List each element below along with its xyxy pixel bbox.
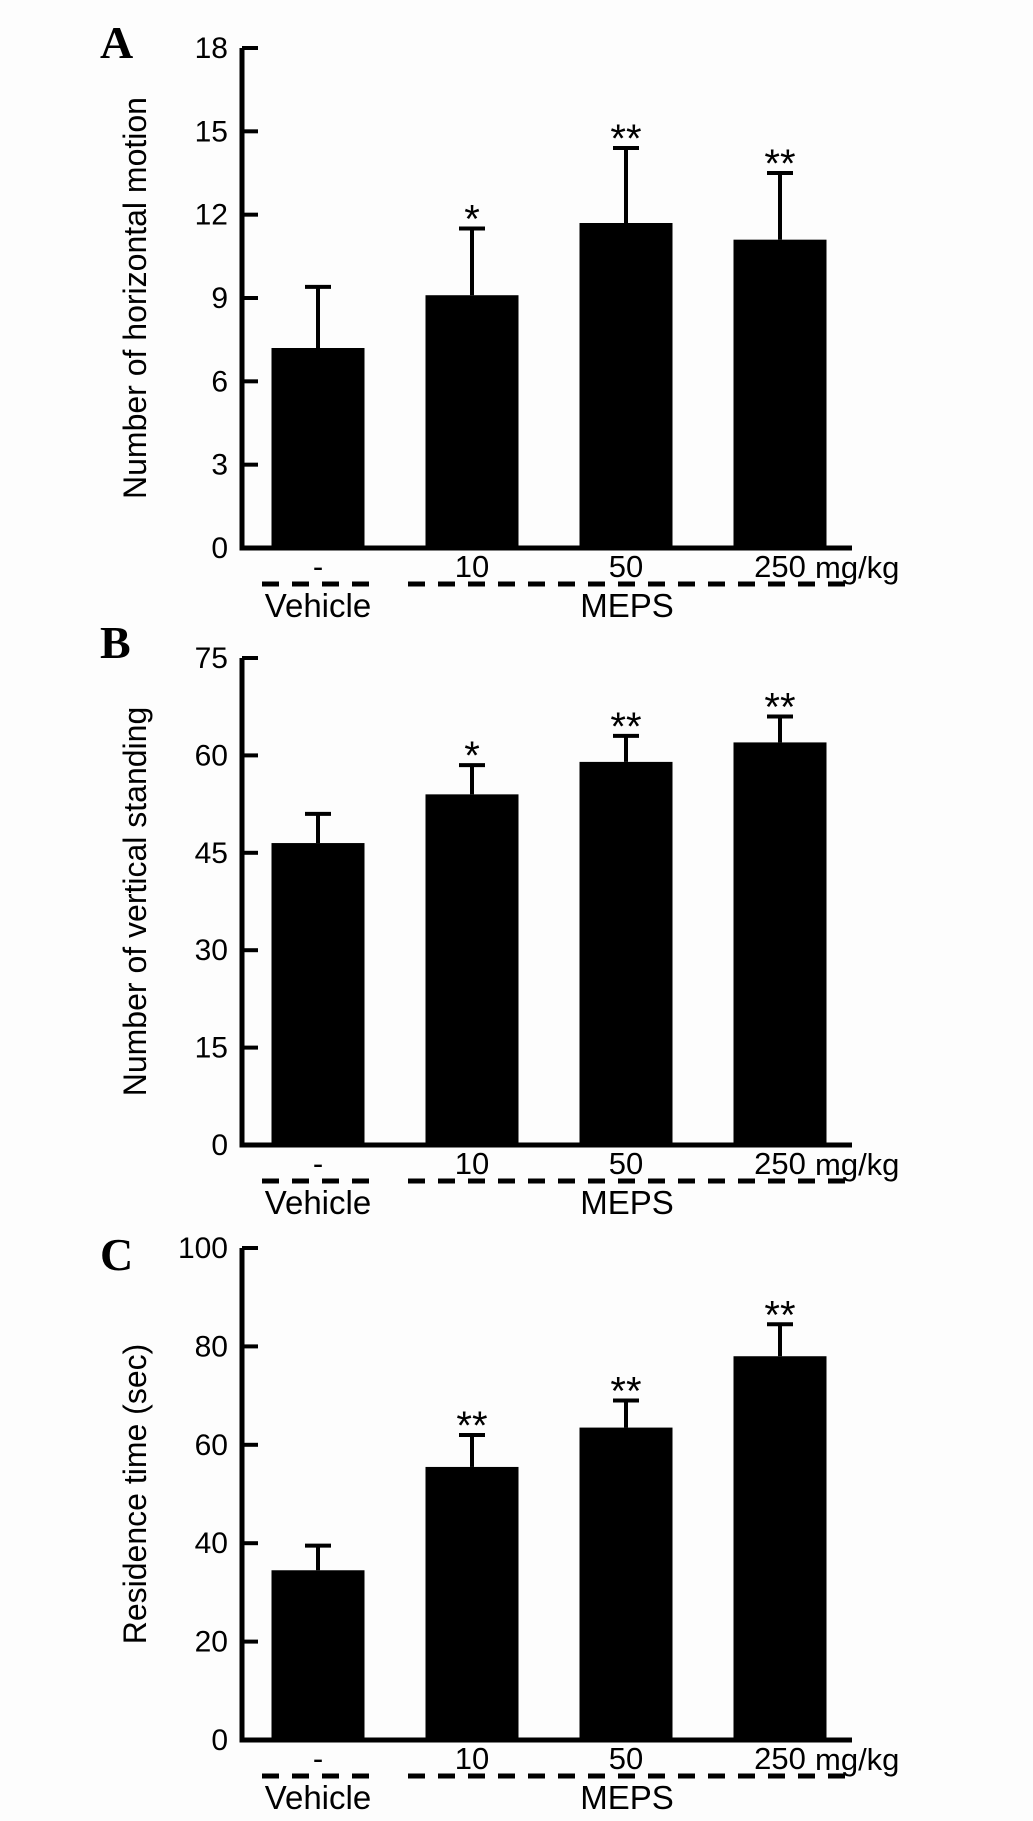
x-unit-label: mg/kg xyxy=(815,1147,899,1182)
significance-marker: ** xyxy=(610,117,641,161)
x-unit-label: mg/kg xyxy=(815,1742,899,1777)
y-tick-label: 15 xyxy=(195,115,228,148)
panel-letter: C xyxy=(100,1229,133,1280)
x-tick-label: 250 xyxy=(754,1741,806,1776)
significance-marker: ** xyxy=(610,1370,641,1414)
bar xyxy=(425,295,519,548)
y-tick-label: 80 xyxy=(195,1330,228,1363)
x-unit-label: mg/kg xyxy=(815,550,899,585)
x-tick-label: - xyxy=(313,1146,323,1181)
group-label-meps: MEPS xyxy=(580,587,674,624)
bar xyxy=(579,1427,673,1740)
y-tick-label: 0 xyxy=(211,532,228,565)
significance-marker: ** xyxy=(610,705,641,749)
bar xyxy=(271,348,365,548)
y-tick-label: 30 xyxy=(195,934,228,967)
y-tick-label: 100 xyxy=(178,1232,228,1265)
y-axis-label: Number of vertical standing xyxy=(117,707,153,1097)
y-axis-label: Number of horizontal motion xyxy=(117,97,153,499)
bar xyxy=(425,1466,519,1740)
significance-marker: ** xyxy=(456,1404,487,1448)
x-tick-label: 10 xyxy=(455,549,489,584)
y-tick-label: 18 xyxy=(195,32,228,65)
y-tick-label: 6 xyxy=(211,365,228,398)
y-tick-label: 0 xyxy=(211,1724,228,1757)
x-tick-label: 250 xyxy=(754,549,806,584)
y-tick-label: 60 xyxy=(195,1429,228,1462)
x-tick-label: 50 xyxy=(609,1741,643,1776)
y-tick-label: 40 xyxy=(195,1527,228,1560)
bar xyxy=(271,843,365,1145)
group-label-vehicle: Vehicle xyxy=(265,1184,371,1221)
x-tick-label: - xyxy=(313,1741,323,1776)
panel-C: C Residence time (sec) 0 20 40 60 80 100 - ** 10 **… xyxy=(100,1229,899,1816)
panel-letter: B xyxy=(100,617,131,668)
group-label-vehicle: Vehicle xyxy=(265,1779,371,1816)
y-tick-label: 75 xyxy=(195,642,228,675)
bar xyxy=(733,1356,827,1740)
significance-marker: ** xyxy=(764,1293,795,1337)
x-tick-label: 50 xyxy=(609,549,643,584)
significance-marker: ** xyxy=(764,685,795,729)
y-tick-label: 60 xyxy=(195,739,228,772)
panel-B: B Number of vertical standing 0 15 30 45 60 75 -… xyxy=(100,617,899,1221)
group-label-meps: MEPS xyxy=(580,1184,674,1221)
y-tick-label: 3 xyxy=(211,449,228,482)
y-tick-label: 9 xyxy=(211,282,228,315)
y-tick-label: 15 xyxy=(195,1032,228,1065)
x-tick-label: 10 xyxy=(455,1741,489,1776)
panel-A: A Number of horizontal motion 0 3 6 9 12 15 18 - *… xyxy=(100,17,899,624)
bar xyxy=(271,1570,365,1740)
bar xyxy=(425,794,519,1145)
bar xyxy=(579,223,673,548)
x-tick-label: 250 xyxy=(754,1146,806,1181)
x-tick-label: 50 xyxy=(609,1146,643,1181)
y-tick-label: 0 xyxy=(211,1129,228,1162)
bar xyxy=(733,239,827,548)
y-tick-label: 12 xyxy=(195,199,228,232)
group-label-vehicle: Vehicle xyxy=(265,587,371,624)
y-tick-label: 45 xyxy=(195,837,228,870)
x-tick-label: - xyxy=(313,549,323,584)
panel-letter: A xyxy=(100,17,133,68)
y-tick-label: 20 xyxy=(195,1626,228,1659)
group-label-meps: MEPS xyxy=(580,1779,674,1816)
x-tick-label: 10 xyxy=(455,1146,489,1181)
significance-marker: * xyxy=(464,734,480,778)
y-axis-label: Residence time (sec) xyxy=(117,1344,153,1645)
significance-marker: ** xyxy=(764,142,795,186)
bar xyxy=(733,742,827,1145)
significance-marker: * xyxy=(464,198,480,242)
bar xyxy=(579,761,673,1145)
